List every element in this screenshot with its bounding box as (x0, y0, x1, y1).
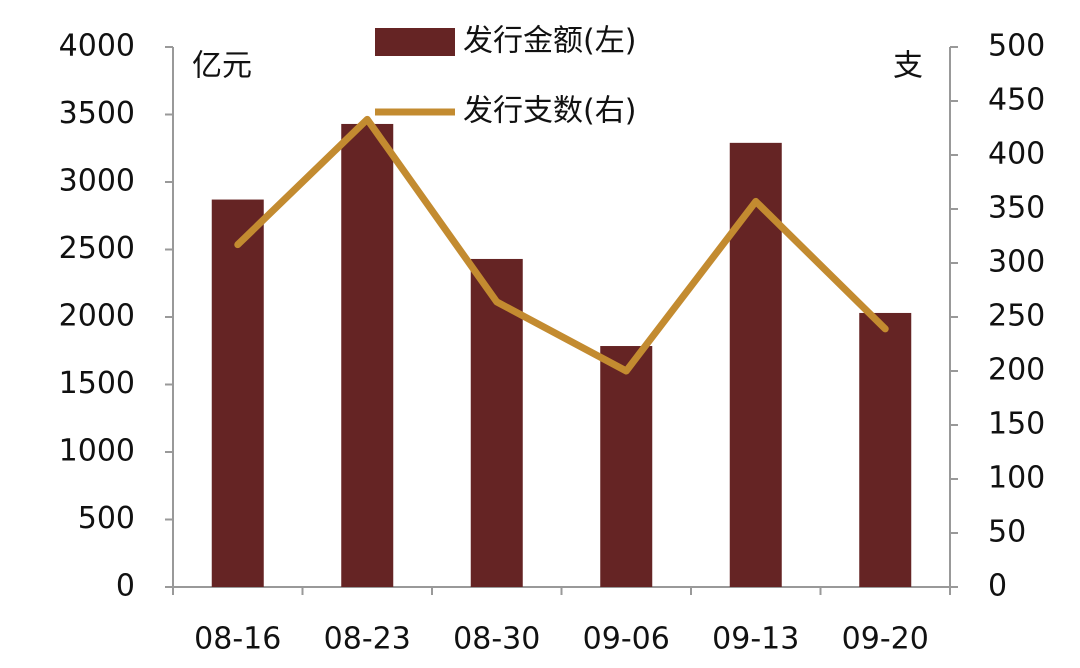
bar (341, 123, 394, 587)
legend-label: 发行支数(右) (463, 94, 636, 129)
y-tick-label: 3500 (59, 96, 135, 131)
y-tick-label: 1500 (59, 366, 135, 401)
x-tick-label: 08-23 (324, 622, 411, 657)
line (234, 115, 889, 375)
y-unit: 亿元 (192, 49, 252, 84)
x-tick-label: 09-20 (842, 622, 929, 657)
bar (600, 346, 653, 587)
x-tick-label: 08-30 (453, 622, 540, 657)
y2-tick-label: 450 (988, 83, 1045, 118)
bar (729, 142, 782, 587)
x-tick-label: 09-06 (583, 622, 670, 657)
y-tick-label: 500 (78, 501, 135, 536)
y2-tick-label: 350 (988, 191, 1045, 226)
x-tick-label: 08-16 (194, 622, 281, 657)
y2-tick-label: 400 (988, 137, 1045, 172)
y-tick-label: 2500 (59, 231, 135, 266)
bar (211, 199, 264, 588)
y2-tick-label: 50 (988, 515, 1026, 550)
bar (859, 312, 912, 587)
y-tick-label: 3000 (59, 164, 135, 199)
y-tick-label: 2000 (59, 299, 135, 334)
legend-swatch (375, 28, 455, 56)
y2-tick-label: 500 (988, 29, 1045, 64)
y2-tick-label: 300 (988, 245, 1045, 280)
y2-tick-label: 150 (988, 407, 1045, 442)
x-tick-label: 09-13 (712, 622, 799, 657)
y2-tick-label: 200 (988, 353, 1045, 388)
y-tick-label: 1000 (59, 434, 135, 469)
y2-tick-label: 250 (988, 299, 1045, 334)
legend-label: 发行金额(左) (463, 24, 636, 59)
y-tick-label: 0 (116, 569, 135, 604)
y2-unit: 支 (893, 49, 923, 84)
y2-tick-label: 100 (988, 461, 1045, 496)
y2-tick-label: 0 (988, 569, 1007, 604)
y-tick-label: 4000 (59, 29, 135, 64)
